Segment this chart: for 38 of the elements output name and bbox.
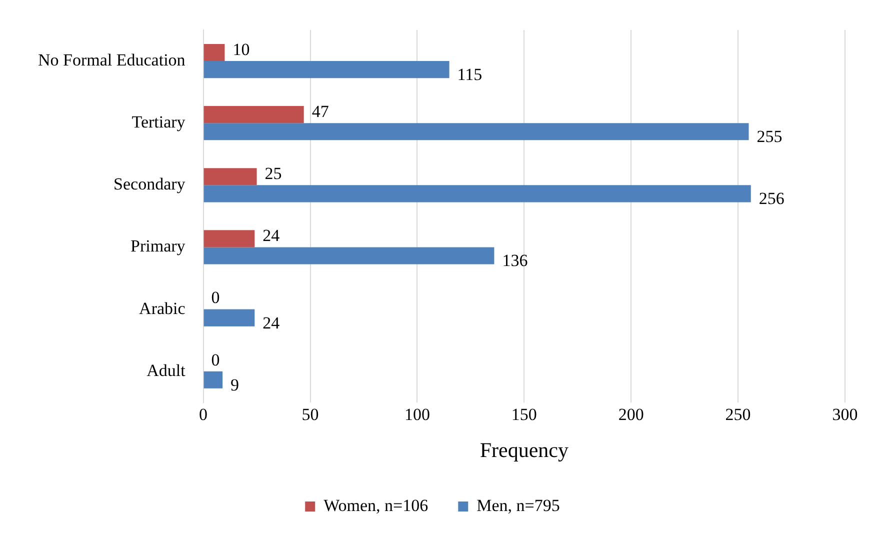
y-tick-label: Tertiary bbox=[132, 112, 186, 132]
data-label: 136 bbox=[502, 251, 528, 270]
legend-label: Men, n=795 bbox=[476, 496, 560, 515]
data-label: 256 bbox=[758, 189, 784, 208]
legend-label: Women, n=106 bbox=[324, 496, 428, 515]
bar bbox=[204, 371, 223, 388]
data-label: 0 bbox=[211, 350, 220, 370]
bar bbox=[204, 44, 225, 62]
data-label: 10 bbox=[232, 40, 250, 59]
data-label: 25 bbox=[264, 164, 282, 184]
bar bbox=[204, 123, 749, 140]
bar bbox=[204, 185, 751, 202]
bar bbox=[204, 309, 255, 326]
bar bbox=[204, 61, 450, 78]
x-tick-label: 0 bbox=[199, 405, 208, 424]
x-tick-label: 100 bbox=[404, 405, 430, 424]
data-label: 255 bbox=[756, 127, 782, 146]
data-label: 24 bbox=[262, 226, 280, 246]
data-label: 0 bbox=[211, 288, 220, 308]
data-label: 24 bbox=[262, 313, 280, 332]
y-tick-label: No Formal Education bbox=[38, 50, 186, 70]
bar bbox=[204, 106, 304, 124]
data-label: 9 bbox=[230, 375, 240, 394]
data-label: 47 bbox=[312, 102, 330, 122]
y-tick-label: Arabic bbox=[139, 298, 186, 318]
bar bbox=[204, 168, 257, 186]
y-tick-label: Primary bbox=[130, 236, 186, 256]
bar bbox=[204, 230, 255, 248]
x-tick-label: 150 bbox=[511, 405, 537, 424]
x-tick-label: 50 bbox=[302, 405, 319, 424]
y-tick-label: Adult bbox=[146, 360, 186, 380]
x-tick-label: 300 bbox=[832, 405, 858, 424]
x-tick-label: 250 bbox=[725, 405, 751, 424]
x-tick-label: 200 bbox=[618, 405, 644, 424]
y-tick-label: Secondary bbox=[114, 174, 186, 194]
x-axis-title: Frequency bbox=[480, 438, 569, 462]
data-label: 115 bbox=[457, 65, 482, 84]
bar bbox=[204, 247, 494, 264]
